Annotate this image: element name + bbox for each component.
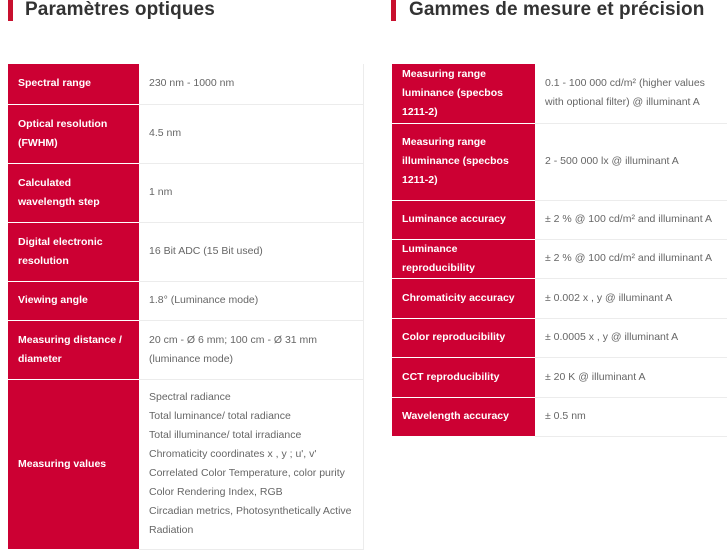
row-value: 20 cm - Ø 6 mm; 100 cm - Ø 31 mm (lumina… — [139, 320, 364, 380]
row-label: Chromaticity accuracy — [392, 278, 535, 319]
table-row: Viewing angle 1.8° (Luminance mode) — [8, 281, 364, 321]
table-row: Wavelength accuracy ± 0.5 nm — [392, 397, 727, 437]
row-value: 2 - 500 000 lx @ illuminant A — [535, 123, 727, 201]
list-item: Total illuminance/ total irradiance — [149, 429, 302, 441]
row-label: Measuring range illuminance (specbos 121… — [392, 123, 535, 201]
row-value: ± 0.002 x , y @ illuminant A — [535, 278, 727, 319]
row-value: 0.1 - 100 000 cd/m² (higher values with … — [535, 64, 727, 124]
row-value: ± 2 % @ 100 cd/m² and illuminant A — [535, 239, 727, 279]
row-label: Spectral range — [8, 64, 139, 105]
row-label: Digital electronic resolution — [8, 222, 139, 282]
table-row: Luminance accuracy ± 2 % @ 100 cd/m² and… — [392, 200, 727, 240]
table-row: Spectral range 230 nm - 1000 nm — [8, 64, 364, 105]
row-label: Measuring distance / diameter — [8, 320, 139, 380]
row-label: Wavelength accuracy — [392, 397, 535, 437]
measurement-ranges-table: Measuring range luminance (specbos 1211-… — [392, 64, 727, 437]
row-label: CCT reproducibility — [392, 357, 535, 398]
heading-accent-bar — [391, 0, 396, 21]
table-row: Measuring range illuminance (specbos 121… — [392, 123, 727, 201]
row-label: Color reproducibility — [392, 318, 535, 358]
row-label: Luminance reproducibility — [392, 239, 535, 279]
row-label: Calculated wavelength step — [8, 163, 139, 223]
row-value: 230 nm - 1000 nm — [139, 64, 364, 105]
list-item: Spectral radiance — [149, 391, 231, 403]
section-title: Gammes de mesure et précision — [409, 0, 705, 20]
heading-accent-bar — [8, 0, 13, 21]
row-label: Viewing angle — [8, 281, 139, 321]
row-label: Measuring values — [8, 379, 139, 550]
list-item: Circadian metrics, Photosynthetically Ac… — [149, 505, 352, 536]
table-row: Calculated wavelength step 1 nm — [8, 163, 364, 223]
table-row: Optical resolution (FWHM) 4.5 nm — [8, 104, 364, 164]
table-row: CCT reproducibility ± 20 K @ illuminant … — [392, 357, 727, 398]
row-label: Luminance accuracy — [392, 200, 535, 240]
table-row: Measuring values Spectral radiance Total… — [8, 379, 364, 550]
row-value: ± 0.0005 x , y @ illuminant A — [535, 318, 727, 358]
list-item: Color Rendering Index, RGB — [149, 486, 283, 498]
table-row: Digital electronic resolution 16 Bit ADC… — [8, 222, 364, 282]
row-value: 4.5 nm — [139, 104, 364, 164]
optical-parameters-table: Spectral range 230 nm - 1000 nm Optical … — [8, 64, 364, 550]
table-row: Measuring distance / diameter 20 cm - Ø … — [8, 320, 364, 380]
row-value: 16 Bit ADC (15 Bit used) — [139, 222, 364, 282]
row-value: ± 20 K @ illuminant A — [535, 357, 727, 398]
row-label: Optical resolution (FWHM) — [8, 104, 139, 164]
list-item: Correlated Color Temperature, color puri… — [149, 467, 345, 479]
row-value: 1.8° (Luminance mode) — [139, 281, 364, 321]
table-row: Luminance reproducibility ± 2 % @ 100 cd… — [392, 239, 727, 279]
row-value: 1 nm — [139, 163, 364, 223]
row-value: ± 2 % @ 100 cd/m² and illuminant A — [535, 200, 727, 240]
section-title: Paramètres optiques — [25, 0, 215, 20]
table-row: Color reproducibility ± 0.0005 x , y @ i… — [392, 318, 727, 358]
row-label: Measuring range luminance (specbos 1211-… — [392, 64, 535, 124]
list-item: Chromaticity coordinates x , y ; u', v' — [149, 448, 317, 460]
measuring-values-list: Spectral radiance Total luminance/ total… — [139, 379, 364, 550]
table-row: Measuring range luminance (specbos 1211-… — [392, 64, 727, 124]
table-row: Chromaticity accuracy ± 0.002 x , y @ il… — [392, 278, 727, 319]
row-value: ± 0.5 nm — [535, 397, 727, 437]
list-item: Total luminance/ total radiance — [149, 410, 291, 422]
